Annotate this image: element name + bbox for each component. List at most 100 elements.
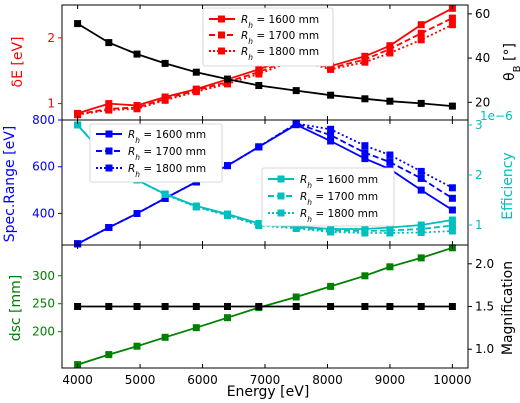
data-point (105, 351, 113, 359)
panel-3: 200 250 300 1.0 1.5 2.0 (32, 244, 494, 369)
data-point (255, 303, 263, 310)
data-point (361, 155, 369, 163)
panel-1-series-3 (74, 21, 456, 119)
data-point (327, 282, 335, 290)
mid-ylabel-right: Efficiency (500, 152, 516, 219)
data-point (74, 111, 82, 119)
data-point (161, 333, 169, 341)
panel-1-series-4 (74, 20, 456, 110)
data-point (448, 14, 456, 22)
x-tick-label: 8000 (312, 373, 343, 387)
data-point (327, 131, 335, 139)
data-point (192, 68, 200, 76)
y-tick-label: 300 (32, 269, 55, 283)
y-tick-label: 250 (32, 297, 55, 311)
y-tick-label: 600 (32, 160, 55, 174)
data-point (361, 142, 369, 150)
x-tick-label: 6000 (187, 373, 218, 387)
data-point (417, 29, 425, 37)
data-point (417, 174, 425, 182)
data-point (386, 303, 394, 310)
data-point (161, 303, 169, 310)
data-point (448, 102, 456, 110)
y-right-tick-label: 40 (475, 51, 490, 65)
y-tick-label: 1 (47, 97, 55, 111)
top-legend: Rh = 1600 mm Rh = 1700 mm Rh = 1800 mm (202, 7, 334, 67)
data-point (255, 82, 263, 89)
data-point (327, 303, 335, 310)
data-point (386, 229, 394, 237)
data-point (161, 194, 169, 202)
legend-entry-rh-1600: Rh = 1600 mm (241, 14, 319, 30)
legend-entry-rh-1700: Rh = 1700 mm (241, 30, 319, 46)
data-point (292, 303, 300, 310)
data-point (417, 254, 425, 262)
data-point (327, 125, 335, 133)
data-point (133, 210, 141, 217)
data-point (327, 228, 335, 236)
data-point (292, 120, 300, 127)
data-point (292, 293, 300, 301)
data-point (133, 303, 141, 310)
data-point (417, 221, 425, 229)
data-point (105, 106, 113, 114)
data-point (327, 137, 335, 145)
legend-entry-rh-1700-blue: Rh = 1700 mm (128, 146, 206, 162)
legend-entry-rh-1600-blue: Rh = 1600 mm (128, 129, 206, 145)
data-point (448, 303, 456, 310)
y-tick-label: 400 (32, 206, 55, 220)
data-point (192, 88, 200, 96)
x-tick-label: 9000 (375, 373, 406, 387)
data-point (224, 75, 231, 83)
data-point (417, 99, 425, 107)
data-point (386, 151, 394, 159)
data-point (386, 263, 394, 271)
mid-legend-cyan: Rh = 1600 mm Rh = 1700 mm Rh = 1800 mm (261, 167, 395, 227)
data-point (74, 303, 82, 310)
bot-ylabel: dsc [mm] (8, 275, 24, 342)
y-tick-label: 800 (32, 113, 55, 127)
data-point (192, 203, 200, 211)
top-ylabel: δE [eV] (10, 37, 26, 88)
data-point (224, 212, 231, 219)
data-point (105, 224, 113, 231)
mid-legend-blue: Rh = 1600 mm Rh = 1700 mm Rh = 1800 mm (89, 123, 223, 183)
data-point (417, 167, 425, 175)
data-point (292, 225, 300, 232)
y-tick-label: 200 (32, 325, 55, 339)
data-point (417, 229, 425, 236)
data-point (161, 191, 169, 198)
data-point (192, 303, 200, 310)
data-point (133, 50, 141, 58)
data-point (448, 184, 456, 192)
y-right-tick-label: 20 (475, 95, 490, 109)
legend-entry-rh-1800-blue: Rh = 1800 mm (128, 163, 206, 179)
data-point (192, 324, 200, 332)
data-point (133, 342, 141, 350)
mid-ylabel: Spec.Range [eV] (2, 126, 18, 242)
y-right-tick-label: 1.0 (475, 342, 494, 356)
data-point (255, 70, 263, 78)
data-point (255, 143, 263, 151)
y-right-tick-label: 3 (475, 118, 483, 132)
data-point (327, 65, 335, 73)
data-point (105, 100, 113, 108)
data-point (448, 227, 456, 235)
data-point (161, 59, 169, 67)
x-tick-label: 7000 (250, 373, 281, 387)
data-point (224, 80, 231, 88)
data-point (74, 121, 82, 129)
data-point (105, 39, 113, 47)
data-point (74, 20, 82, 28)
data-point (327, 91, 335, 99)
data-point (448, 222, 456, 229)
data-point (161, 96, 169, 104)
data-point (386, 158, 394, 166)
x-tick-label: 10000 (433, 373, 471, 387)
data-point (361, 229, 369, 237)
data-point (292, 87, 300, 95)
data-point (448, 206, 456, 214)
data-point (448, 21, 456, 29)
data-point (105, 303, 113, 310)
